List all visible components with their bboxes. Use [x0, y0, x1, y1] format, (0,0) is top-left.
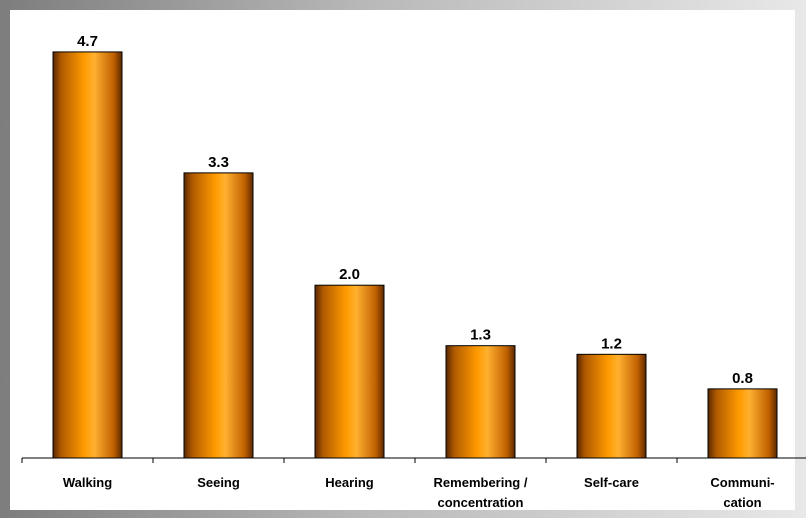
x-tick-label-line: Seeing [197, 475, 240, 490]
bar-2 [183, 172, 254, 459]
data-label-4: 1.3 [470, 327, 491, 344]
x-tick-label-line: Communi- [710, 475, 774, 490]
data-label-6: 0.8 [732, 370, 753, 387]
x-tick-label-line: Walking [63, 475, 112, 490]
plot-area [10, 10, 795, 510]
x-tick-label-4: Remembering / concentration [434, 475, 528, 510]
data-label-1: 4.7 [77, 33, 98, 50]
data-label-3: 2.0 [339, 266, 360, 283]
x-axis-labels: Walking Seeing Hearing Remembering / concent… [63, 475, 775, 510]
bar-4 [445, 345, 516, 459]
x-tick-label-6: Communi-cation [710, 475, 774, 510]
bar-3 [314, 284, 385, 459]
bar-5 [576, 353, 647, 459]
x-tick-label-line: Hearing [325, 475, 373, 490]
x-tick-label-2: Seeing [197, 475, 240, 490]
x-axis-ticks [21, 458, 678, 463]
x-tick-label-3: Hearing [325, 475, 373, 490]
x-tick-label-line: cation [723, 495, 761, 510]
data-labels-group: 4.7 3.3 2.0 1.3 1.2 0.8 [77, 33, 753, 387]
bar-6 [707, 388, 778, 459]
bar-1 [52, 51, 123, 459]
data-label-2: 3.3 [208, 154, 229, 171]
bars-group [52, 51, 778, 459]
x-tick-label-5: Self-care [584, 475, 639, 490]
x-tick-label-line: Self-care [584, 475, 639, 490]
data-label-5: 1.2 [601, 335, 622, 352]
x-tick-label-line: Remembering / [434, 475, 528, 490]
x-tick-label-1: Walking [63, 475, 112, 490]
x-tick-label-line: concentration [438, 495, 524, 510]
